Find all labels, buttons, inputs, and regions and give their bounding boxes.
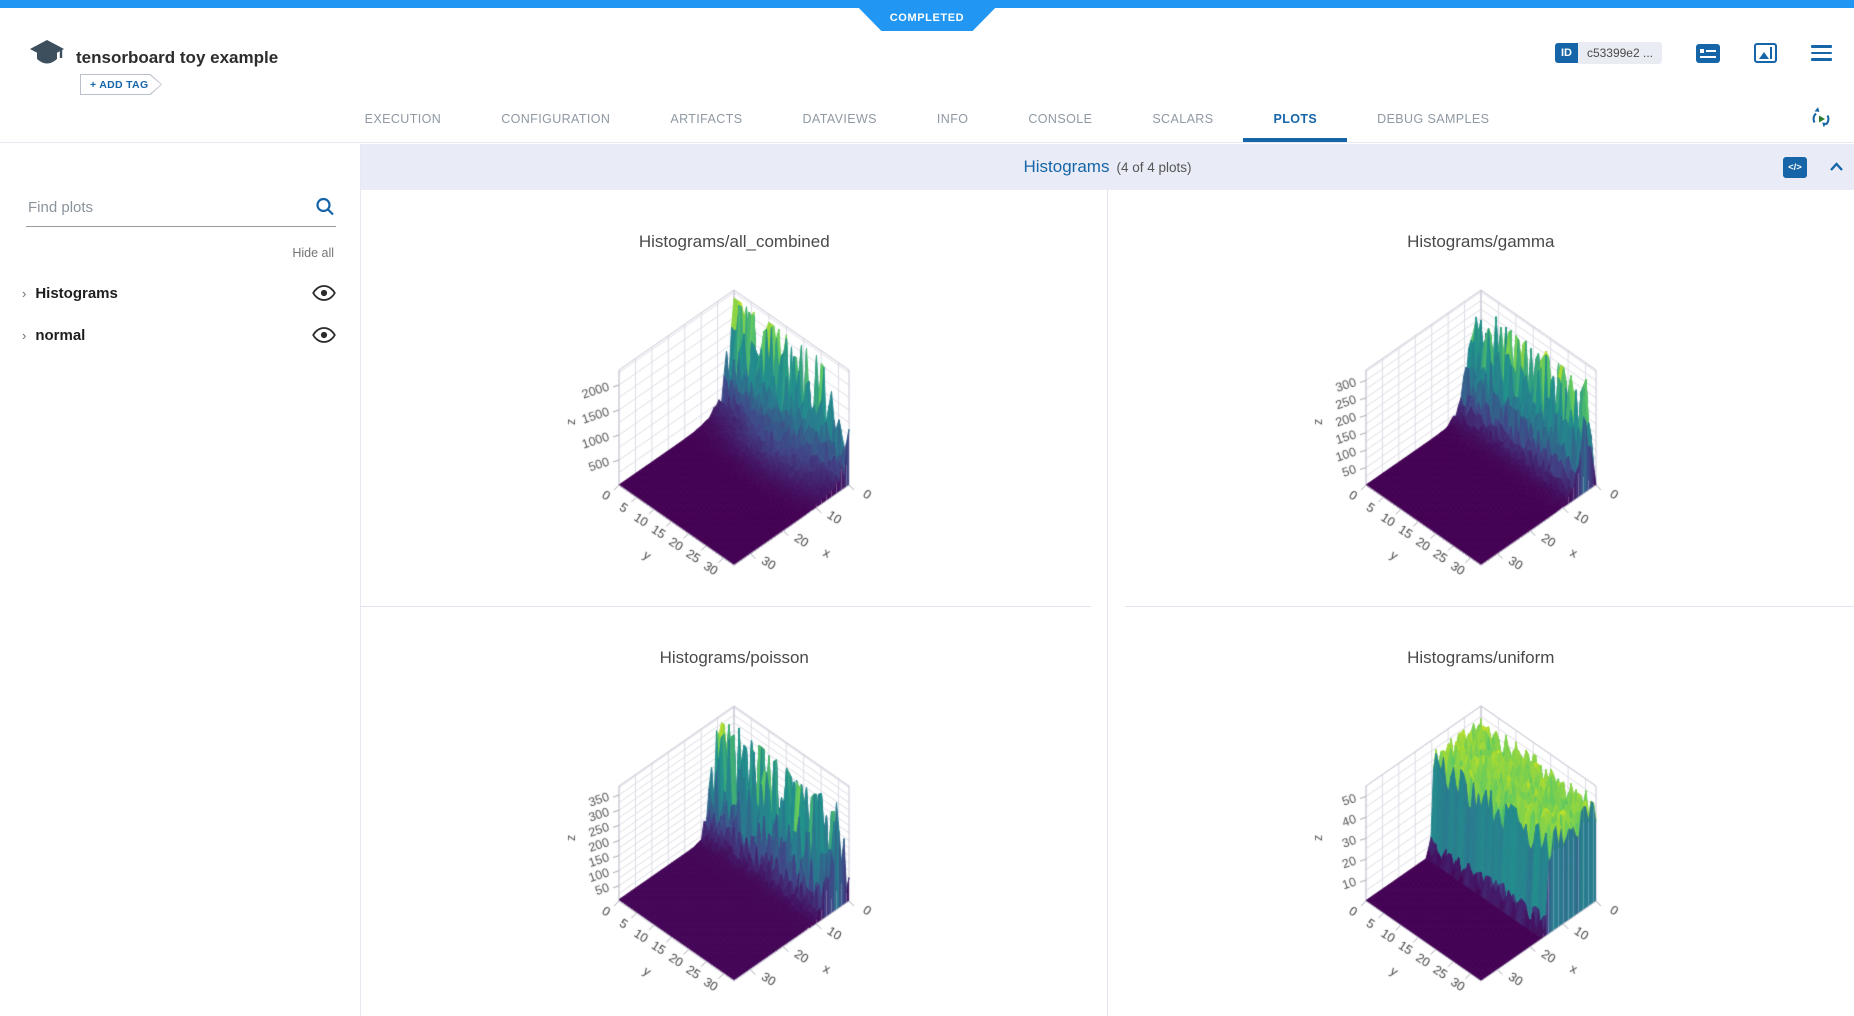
- details-icon[interactable]: [1696, 43, 1720, 63]
- plot-title: Histograms/uniform: [1407, 648, 1555, 667]
- plot-card-uniform: Histograms/uniform: [1108, 606, 1854, 1016]
- tab-execution[interactable]: EXECUTION: [364, 112, 442, 126]
- plot-card-poisson: Histograms/poisson: [361, 606, 1108, 1016]
- plots-group-header: Histograms (4 of 4 plots) </>: [361, 144, 1854, 190]
- panel-layout-icon[interactable]: [1754, 43, 1777, 63]
- id-value[interactable]: c53399e2 ...: [1577, 42, 1662, 64]
- tab-dataviews[interactable]: DATAVIEWS: [802, 112, 877, 126]
- plot-title: Histograms/gamma: [1407, 232, 1555, 251]
- plots-main: Histograms (4 of 4 plots) </> Histograms…: [361, 144, 1854, 1016]
- app-logo: [30, 40, 64, 64]
- eye-icon[interactable]: [312, 326, 336, 344]
- plot-title: Histograms/poisson: [659, 648, 809, 667]
- experiment-title: tensorboard toy example: [76, 48, 279, 67]
- add-tag-button[interactable]: + ADD TAG: [80, 74, 162, 95]
- add-tag-label: + ADD TAG: [81, 75, 161, 94]
- tab-artifacts[interactable]: ARTIFACTS: [670, 112, 743, 126]
- plot-sidebar: Hide all › Histograms › normal: [0, 144, 361, 1016]
- plots-count: (4 of 4 plots): [1116, 159, 1192, 175]
- search-input[interactable]: [26, 197, 314, 217]
- plot-card-all-combined: Histograms/all_combined: [361, 190, 1108, 606]
- menu-icon[interactable]: [1811, 45, 1832, 61]
- tab-scalars[interactable]: SCALARS: [1152, 112, 1214, 126]
- plots-group-title: Histograms: [1023, 157, 1110, 176]
- chevron-right-icon: ›: [22, 327, 27, 343]
- column-divider: [1107, 190, 1108, 1016]
- surface-plot-uniform[interactable]: [1230, 678, 1731, 1013]
- plot-title: Histograms/all_combined: [638, 232, 830, 251]
- tab-info[interactable]: INFO: [936, 112, 969, 126]
- surface-plot-gamma[interactable]: [1230, 262, 1731, 597]
- chevron-right-icon: ›: [22, 285, 27, 301]
- collapse-chevron-up-icon[interactable]: [1829, 162, 1844, 172]
- search-field[interactable]: [26, 196, 336, 227]
- surface-plot-poisson[interactable]: [484, 678, 985, 1013]
- hide-all-link[interactable]: Hide all: [292, 246, 334, 260]
- tab-debug-samples[interactable]: DEBUG SAMPLES: [1377, 112, 1490, 126]
- row-divider: [1124, 606, 1854, 607]
- auto-refresh-icon[interactable]: [1808, 106, 1834, 132]
- surface-plot-all-combined[interactable]: [484, 262, 985, 597]
- plot-card-gamma: Histograms/gamma: [1108, 190, 1854, 606]
- experiment-id-chip[interactable]: ID c53399e2 ...: [1554, 42, 1662, 64]
- tab-plots[interactable]: PLOTS: [1243, 112, 1347, 142]
- code-icon[interactable]: </>: [1783, 156, 1807, 178]
- row-divider: [361, 606, 1091, 607]
- tab-console[interactable]: CONSOLE: [1028, 112, 1093, 126]
- sidebar-item-normal[interactable]: › normal: [0, 314, 360, 356]
- eye-icon[interactable]: [312, 284, 336, 302]
- tab-configuration[interactable]: CONFIGURATION: [501, 112, 611, 126]
- tab-bar: EXECUTION CONFIGURATION ARTIFACTS DATAVI…: [0, 112, 1854, 142]
- sidebar-item-histograms[interactable]: › Histograms: [0, 272, 360, 314]
- search-icon[interactable]: [314, 196, 336, 218]
- id-badge: ID: [1554, 43, 1578, 63]
